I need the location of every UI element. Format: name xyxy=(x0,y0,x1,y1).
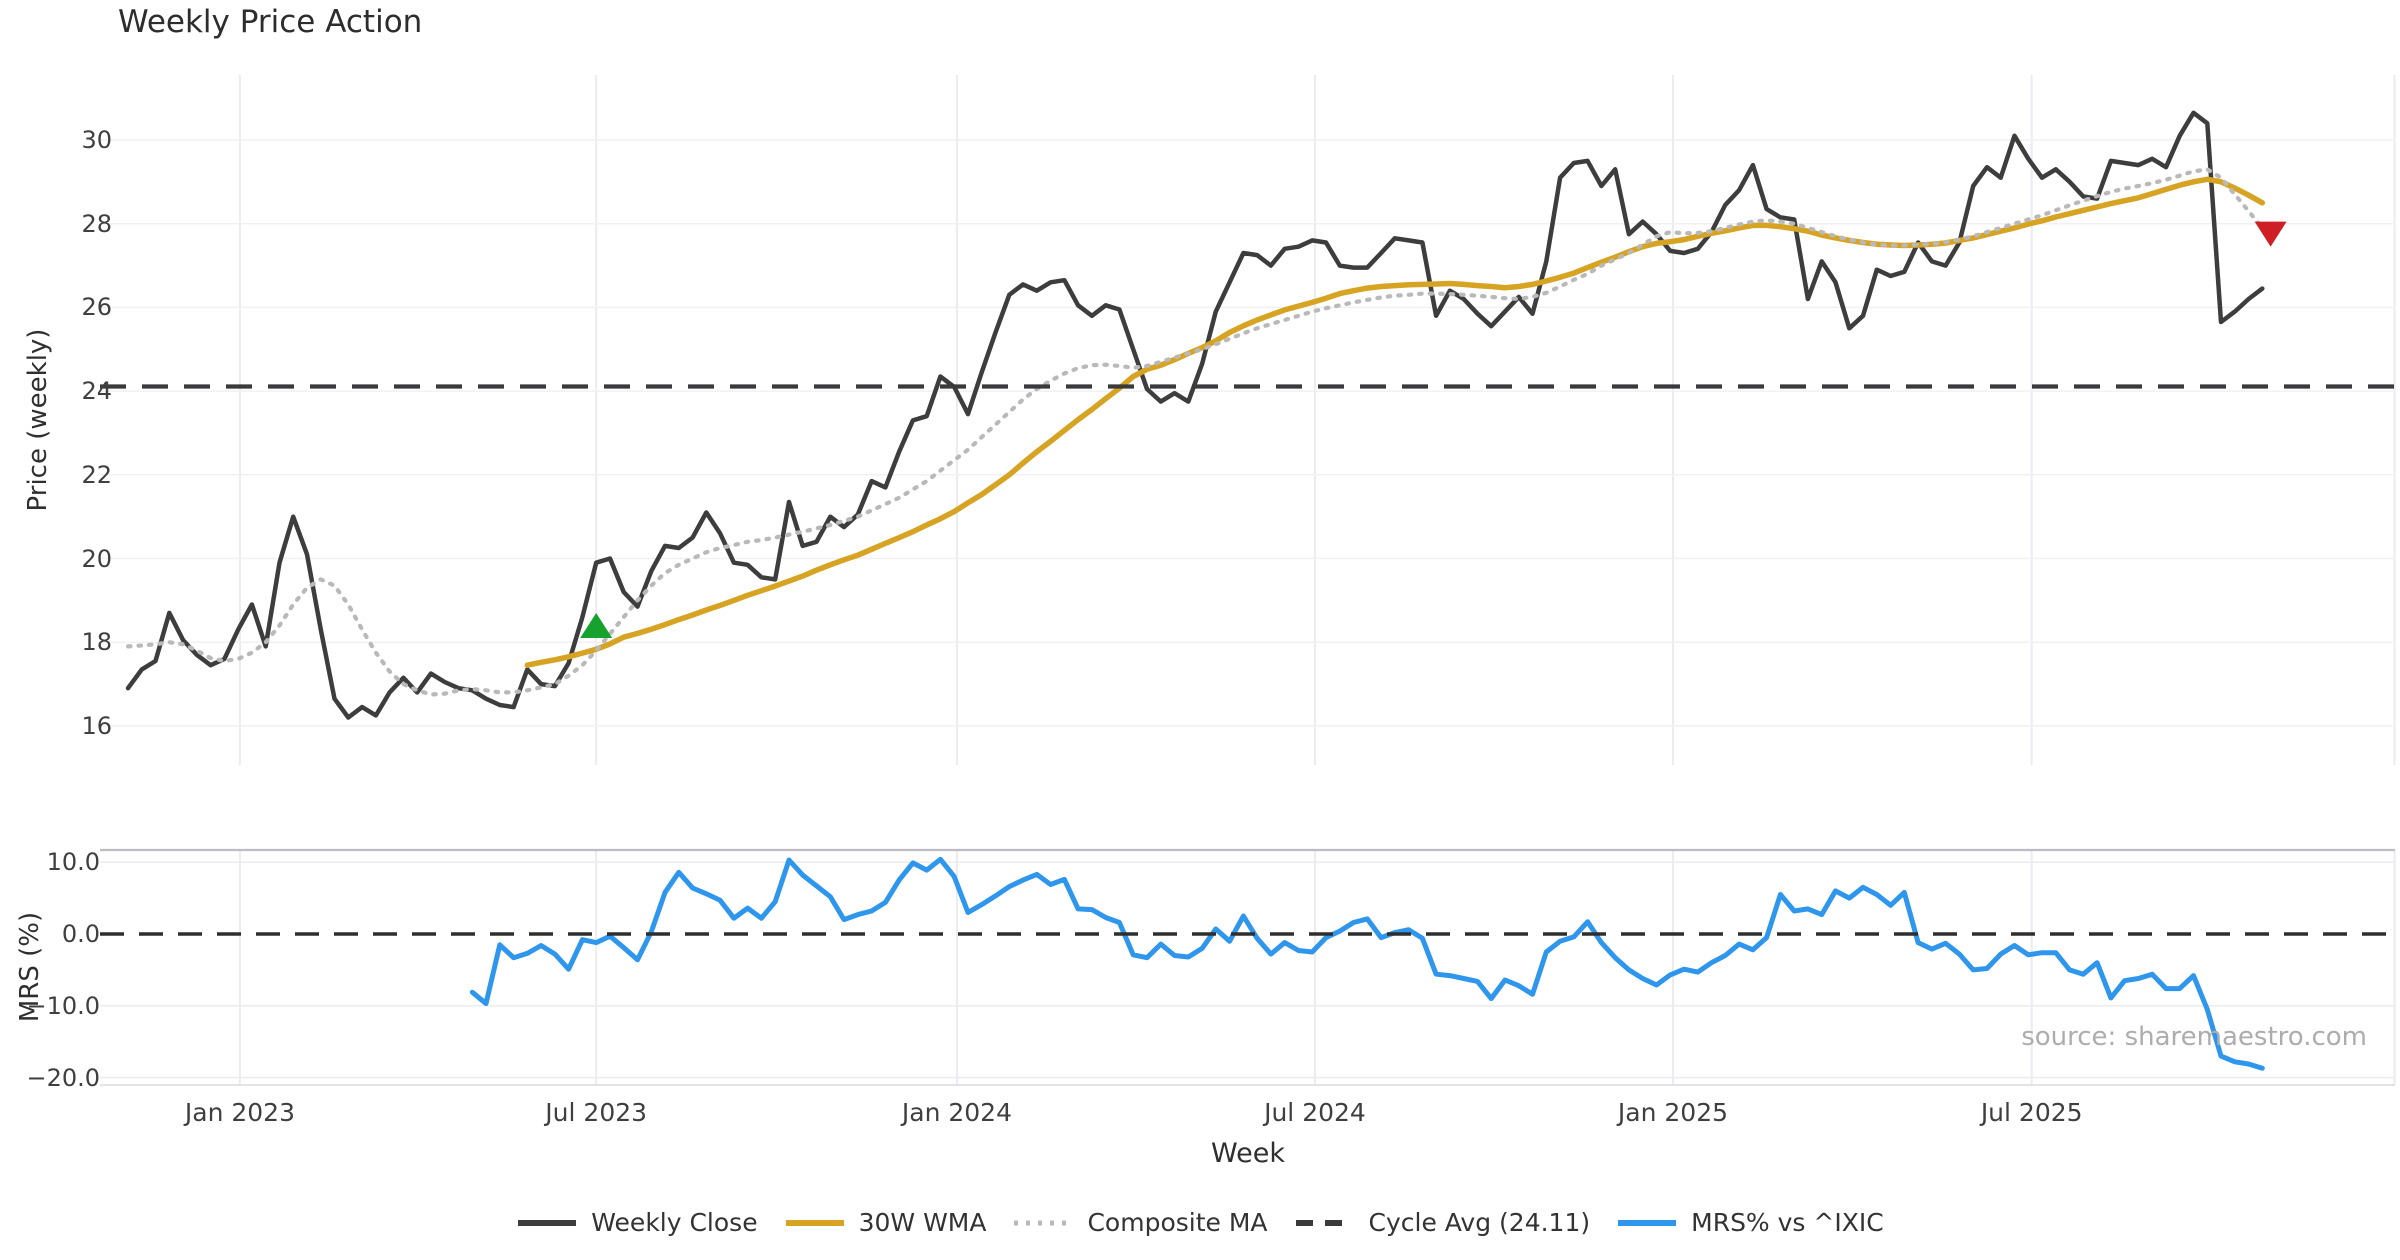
price-ytick: 30 xyxy=(81,126,112,154)
x-tick: Jan 2025 xyxy=(1617,1098,1729,1127)
triangle-up-marker xyxy=(580,612,613,638)
legend-swatch-solid-icon xyxy=(785,1219,844,1226)
x-tick: Jul 2025 xyxy=(1980,1098,2083,1127)
chart-title: Weekly Price Action xyxy=(118,4,423,40)
series-composite-ma xyxy=(125,167,2265,697)
legend-item-mrs-vs-ixic[interactable]: MRS% vs ^IXIC xyxy=(1616,1208,1884,1237)
legend-item-30w-wma[interactable]: 30W WMA xyxy=(784,1208,987,1237)
price-ytick: 18 xyxy=(81,628,112,657)
price-ytick: 16 xyxy=(81,711,112,740)
legend-label: MRS% vs ^IXIC xyxy=(1691,1208,1884,1237)
mrs-ytick: −20.0 xyxy=(26,1063,100,1092)
legend-label: 30W WMA xyxy=(858,1208,987,1237)
legend-label: Cycle Avg (24.11) xyxy=(1368,1208,1591,1237)
legend-swatch-dotted-icon xyxy=(1014,1220,1073,1225)
legend-item-composite-ma[interactable]: Composite MA xyxy=(1012,1208,1268,1237)
price-ytick: 28 xyxy=(81,209,112,238)
x-tick: Jul 2024 xyxy=(1264,1098,1366,1127)
legend: Weekly Close 30W WMA Composite MA Cycle Avg… xyxy=(0,1208,2400,1237)
mrs-ytick: −10.0 xyxy=(26,991,100,1020)
week-axis-label: Week xyxy=(1211,1138,1285,1169)
series-mrs-vs-ixic xyxy=(469,856,2265,1071)
triangle-down-marker xyxy=(2254,221,2287,247)
x-tick: Jan 2024 xyxy=(901,1098,1012,1127)
mrs-ytick: 10.0 xyxy=(46,848,100,877)
legend-item-weekly-close[interactable]: Weekly Close xyxy=(516,1208,758,1237)
x-tick: Jul 2023 xyxy=(545,1098,648,1127)
legend-label: Composite MA xyxy=(1087,1208,1268,1237)
price-ytick: 26 xyxy=(81,293,112,322)
legend-label: Weekly Close xyxy=(591,1208,758,1237)
legend-item-cycle-avg-24-11-[interactable]: Cycle Avg (24.11) xyxy=(1294,1208,1591,1237)
price-ytick: 22 xyxy=(81,460,112,489)
legend-swatch-solid-icon xyxy=(1618,1219,1677,1226)
series-weekly-close xyxy=(125,110,2265,720)
price-ytick: 20 xyxy=(81,544,112,573)
series-30w-wma xyxy=(524,176,2266,668)
legend-swatch-solid-icon xyxy=(518,1219,577,1226)
x-tick: Jan 2023 xyxy=(184,1098,295,1127)
source-note: source: sharemaestro.com xyxy=(2021,1022,2367,1052)
price-ytick: 24 xyxy=(81,377,112,406)
mrs-ytick: 0.0 xyxy=(61,920,100,948)
legend-swatch-dashed-icon xyxy=(1295,1219,1354,1226)
